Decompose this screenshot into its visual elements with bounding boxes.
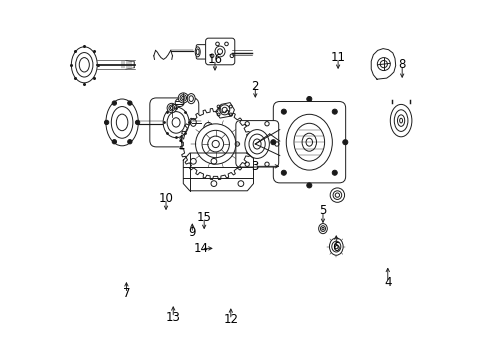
Circle shape [270, 140, 275, 145]
Text: 8: 8 [398, 58, 405, 71]
FancyBboxPatch shape [235, 121, 278, 167]
Circle shape [377, 58, 389, 71]
FancyBboxPatch shape [205, 38, 234, 65]
Text: 1: 1 [177, 139, 185, 152]
Ellipse shape [195, 47, 200, 57]
Circle shape [332, 191, 341, 199]
Circle shape [127, 101, 132, 105]
Ellipse shape [318, 224, 326, 234]
Circle shape [306, 96, 311, 102]
Circle shape [281, 109, 286, 114]
Ellipse shape [167, 103, 176, 113]
Text: 5: 5 [319, 204, 326, 217]
Circle shape [195, 124, 235, 164]
Ellipse shape [203, 122, 213, 137]
Text: 6: 6 [332, 241, 339, 254]
Circle shape [202, 130, 229, 158]
Text: 7: 7 [122, 287, 130, 300]
Ellipse shape [76, 53, 93, 77]
Ellipse shape [106, 99, 138, 146]
Text: 3: 3 [251, 160, 259, 173]
Ellipse shape [389, 104, 411, 137]
Circle shape [331, 109, 337, 114]
Text: 13: 13 [165, 311, 180, 324]
Circle shape [281, 170, 286, 175]
Ellipse shape [178, 93, 188, 103]
Polygon shape [180, 108, 251, 180]
Ellipse shape [71, 47, 97, 83]
Text: 10: 10 [158, 192, 173, 205]
Ellipse shape [329, 238, 343, 255]
Text: 15: 15 [196, 211, 211, 224]
Ellipse shape [219, 105, 229, 115]
Ellipse shape [187, 94, 195, 104]
Ellipse shape [244, 130, 269, 158]
Ellipse shape [163, 107, 189, 138]
Circle shape [342, 140, 347, 145]
Text: 11: 11 [330, 51, 345, 64]
Text: 4: 4 [383, 276, 391, 289]
Circle shape [104, 120, 108, 125]
Text: 14: 14 [193, 242, 208, 255]
Ellipse shape [393, 110, 407, 131]
FancyBboxPatch shape [196, 45, 215, 59]
Circle shape [306, 183, 311, 188]
FancyBboxPatch shape [149, 98, 199, 147]
Circle shape [329, 188, 344, 202]
Circle shape [331, 170, 337, 175]
Circle shape [127, 140, 132, 144]
Circle shape [135, 120, 140, 125]
Circle shape [112, 140, 116, 144]
Text: 2: 2 [251, 80, 259, 93]
Text: 9: 9 [188, 226, 196, 239]
Ellipse shape [285, 114, 332, 170]
Text: 12: 12 [223, 313, 238, 326]
Circle shape [112, 101, 116, 105]
FancyBboxPatch shape [273, 102, 345, 183]
Text: 16: 16 [207, 53, 222, 66]
Ellipse shape [215, 46, 224, 57]
